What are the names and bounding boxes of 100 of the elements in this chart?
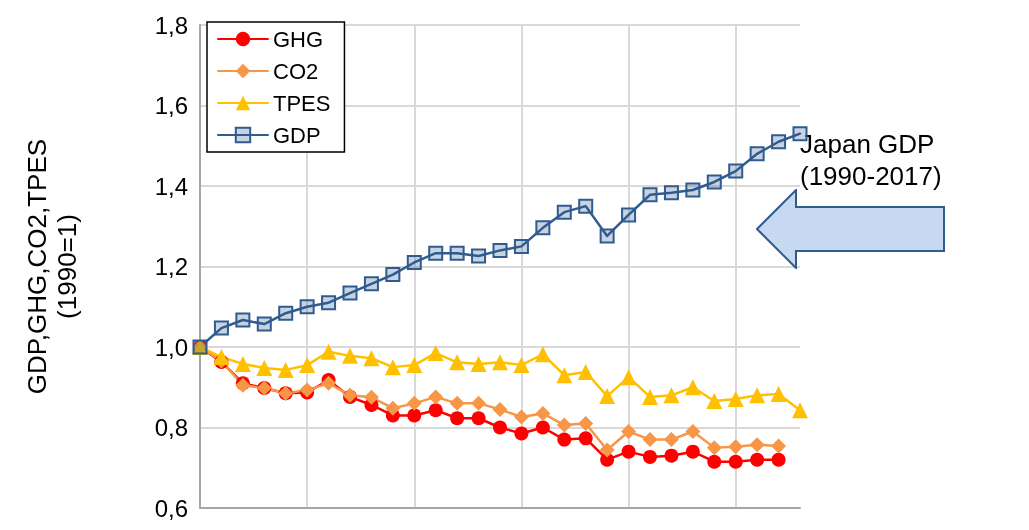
point: [621, 424, 637, 440]
point: [385, 400, 401, 416]
point: [663, 185, 679, 201]
point: [493, 420, 507, 435]
annotation: Japan GDP (1990-2017): [800, 129, 942, 191]
point: [599, 388, 616, 405]
point: [256, 316, 272, 332]
point: [535, 420, 550, 435]
point: [685, 424, 701, 440]
point: [513, 357, 530, 374]
point: [299, 357, 316, 374]
y-tick-label: 1,6: [154, 92, 188, 119]
point: [578, 415, 594, 431]
y-tick-label: 0,6: [154, 494, 188, 522]
point: [706, 440, 722, 456]
point: [320, 343, 337, 360]
point: [470, 355, 487, 372]
point: [450, 411, 465, 426]
legend-label: TPES: [273, 90, 331, 116]
point: [578, 431, 593, 446]
point: [707, 454, 722, 469]
point: [278, 305, 294, 321]
point: [321, 295, 337, 311]
legend-label: GHG: [273, 26, 324, 52]
point: [299, 299, 315, 315]
point: [771, 134, 787, 150]
point: [407, 408, 422, 423]
point: [492, 354, 508, 371]
point: [642, 432, 658, 448]
point: [535, 220, 551, 236]
point: [492, 242, 508, 258]
point: [643, 449, 657, 464]
point: [449, 395, 465, 411]
point: [664, 448, 679, 463]
point: [234, 355, 251, 372]
y-tick-label: 1,4: [154, 172, 188, 200]
point: [728, 439, 744, 455]
point: [363, 389, 379, 405]
point: [556, 367, 573, 384]
legend-label: GDP: [273, 122, 321, 148]
point: [427, 345, 444, 362]
point: [534, 346, 551, 363]
point: [277, 361, 294, 378]
point: [342, 347, 358, 364]
point: [342, 285, 358, 301]
point: [406, 395, 422, 411]
point: [471, 248, 487, 264]
point: [706, 174, 722, 190]
point: [771, 438, 787, 454]
point: [363, 350, 380, 367]
point: [642, 388, 658, 405]
point: [406, 357, 423, 374]
y-tick-label: 1,0: [154, 333, 188, 361]
point: [728, 163, 744, 179]
point: [685, 444, 700, 459]
y-tick-label: 1,8: [154, 11, 188, 39]
point: [642, 187, 658, 203]
point: [406, 254, 422, 270]
point: [749, 437, 765, 453]
point: [727, 390, 744, 407]
point: [321, 375, 337, 391]
point: [557, 432, 572, 447]
point: [792, 402, 808, 419]
point: [620, 369, 637, 386]
y-tick-label: 1,2: [154, 253, 188, 280]
y-tick-label: 0,8: [154, 414, 188, 441]
point: [256, 359, 273, 376]
point: [471, 395, 487, 411]
point: [449, 245, 465, 261]
point: [749, 387, 766, 404]
point: [514, 426, 529, 441]
point: [663, 387, 680, 404]
point: [556, 417, 572, 433]
point: [449, 354, 466, 371]
point: [363, 276, 379, 292]
point: [428, 403, 443, 418]
point: [771, 452, 786, 467]
point: [513, 409, 529, 425]
point: [578, 198, 594, 214]
point: [428, 245, 444, 261]
y-axis-title: GDP,GHG,CO2,TPES (1990=1): [22, 138, 82, 395]
point: [749, 146, 765, 162]
point: [556, 204, 572, 220]
point: [235, 312, 251, 328]
point: [513, 238, 529, 254]
point: [706, 392, 723, 409]
point: [621, 207, 637, 223]
point: [213, 349, 230, 366]
point: [577, 363, 594, 380]
point: [599, 228, 615, 244]
point: [770, 386, 787, 403]
point: [213, 320, 229, 336]
point: [599, 442, 615, 458]
point: [684, 379, 701, 396]
point: [385, 267, 401, 283]
point: [621, 444, 636, 459]
point: [535, 405, 551, 421]
point: [471, 411, 486, 426]
point: [750, 452, 765, 467]
point: [663, 432, 679, 448]
